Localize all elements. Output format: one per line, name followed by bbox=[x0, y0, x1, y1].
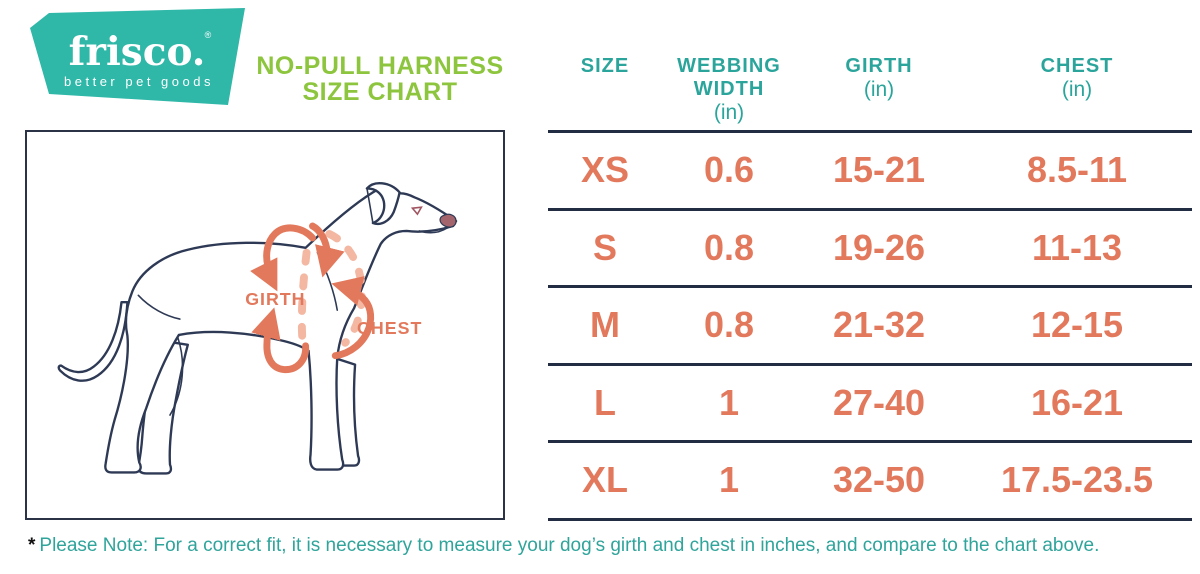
footnote: * Please Note: For a correct fit, it is n… bbox=[28, 535, 1193, 557]
header-webbing-width: WEBBING WIDTH (in) bbox=[662, 55, 796, 130]
table-row-s: S 0.8 19-26 11-13 bbox=[548, 207, 1192, 286]
frisco-logo: frisco. ® better pet goods bbox=[22, 4, 252, 116]
cell-chest: 16-21 bbox=[1030, 381, 1124, 423]
dog-mouth-line bbox=[418, 227, 448, 234]
header-size: SIZE bbox=[548, 55, 662, 130]
dog-measurement-diagram: GIRTH CHEST bbox=[25, 130, 505, 520]
cell-webbing: 0.8 bbox=[703, 226, 755, 268]
cell-webbing: 0.6 bbox=[703, 149, 755, 191]
dog-eye bbox=[410, 206, 423, 216]
header-webbing-unit: (in) bbox=[713, 101, 745, 124]
dog-nose bbox=[439, 213, 457, 228]
header-chest-unit: (in) bbox=[1061, 78, 1093, 101]
size-table: SIZE WEBBING WIDTH (in) GIRTH (in) CHEST… bbox=[548, 55, 1192, 521]
cell-size: XL bbox=[581, 459, 628, 501]
header-size-label: SIZE bbox=[580, 55, 630, 77]
header-chest-label: CHEST bbox=[1040, 55, 1114, 77]
cell-chest: 17.5-23.5 bbox=[1000, 459, 1154, 501]
header-webbing-label: WEBBING WIDTH bbox=[677, 55, 781, 100]
table-row-l: L 1 27-40 16-21 bbox=[548, 362, 1192, 441]
girth-label: GIRTH bbox=[245, 289, 305, 309]
size-table-header: SIZE WEBBING WIDTH (in) GIRTH (in) CHEST… bbox=[548, 55, 1192, 130]
dog-ear bbox=[365, 182, 401, 226]
girth-arrow-top bbox=[250, 224, 316, 292]
cell-webbing: 0.8 bbox=[703, 304, 755, 346]
dog-hip-line bbox=[137, 294, 181, 320]
table-row-xs: XS 0.6 15-21 8.5-11 bbox=[548, 130, 1192, 208]
dog-ear-fold-line bbox=[366, 187, 374, 224]
cell-webbing: 1 bbox=[718, 381, 740, 423]
title-line1: NO-PULL HARNESS bbox=[256, 52, 504, 80]
cell-chest: 8.5-11 bbox=[1026, 149, 1128, 191]
girth-strap-hidden-dashed bbox=[297, 248, 311, 347]
logo-tagline: better pet goods bbox=[64, 74, 214, 89]
cell-chest: 12-15 bbox=[1030, 304, 1124, 346]
cell-girth: 32-50 bbox=[832, 459, 926, 501]
header-girth: GIRTH (in) bbox=[796, 55, 962, 130]
cell-size: XS bbox=[580, 149, 630, 191]
logo-banner-shape bbox=[30, 8, 245, 105]
cell-girth: 27-40 bbox=[832, 381, 926, 423]
header-girth-label: GIRTH bbox=[845, 55, 913, 77]
cell-size: L bbox=[594, 381, 616, 423]
footnote-asterisk: * bbox=[28, 535, 36, 556]
chest-arrow-top bbox=[309, 222, 345, 278]
footnote-text: Please Note: For a correct fit, it is ne… bbox=[39, 535, 1100, 556]
cell-girth: 19-26 bbox=[832, 226, 926, 268]
table-row-xl: XL 1 32-50 17.5-23.5 bbox=[548, 440, 1192, 521]
cell-girth: 21-32 bbox=[832, 304, 926, 346]
title-line2: SIZE CHART bbox=[302, 78, 458, 106]
dog-illustration-icon: GIRTH CHEST bbox=[57, 182, 458, 475]
registered-mark: ® bbox=[205, 30, 212, 40]
header-girth-unit: (in) bbox=[863, 78, 895, 101]
chest-label: CHEST bbox=[357, 318, 422, 338]
cell-webbing: 1 bbox=[718, 459, 740, 501]
dog-tail bbox=[57, 301, 129, 382]
girth-arrow-bottom bbox=[251, 307, 310, 374]
cell-size: S bbox=[592, 226, 617, 268]
cell-girth: 15-21 bbox=[832, 149, 926, 191]
logo-wordmark: frisco. bbox=[69, 29, 206, 75]
header-chest: CHEST (in) bbox=[962, 55, 1192, 130]
cell-chest: 11-13 bbox=[1031, 226, 1123, 268]
cell-size: M bbox=[590, 304, 620, 346]
dog-thigh-line bbox=[169, 337, 184, 416]
chest-arrow-front bbox=[331, 276, 375, 360]
frisco-logo-banner-icon: frisco. ® better pet goods bbox=[30, 8, 245, 105]
page-title: NO-PULL HARNESS SIZE CHART bbox=[252, 53, 508, 105]
table-row-m: M 0.8 21-32 12-15 bbox=[548, 285, 1192, 363]
